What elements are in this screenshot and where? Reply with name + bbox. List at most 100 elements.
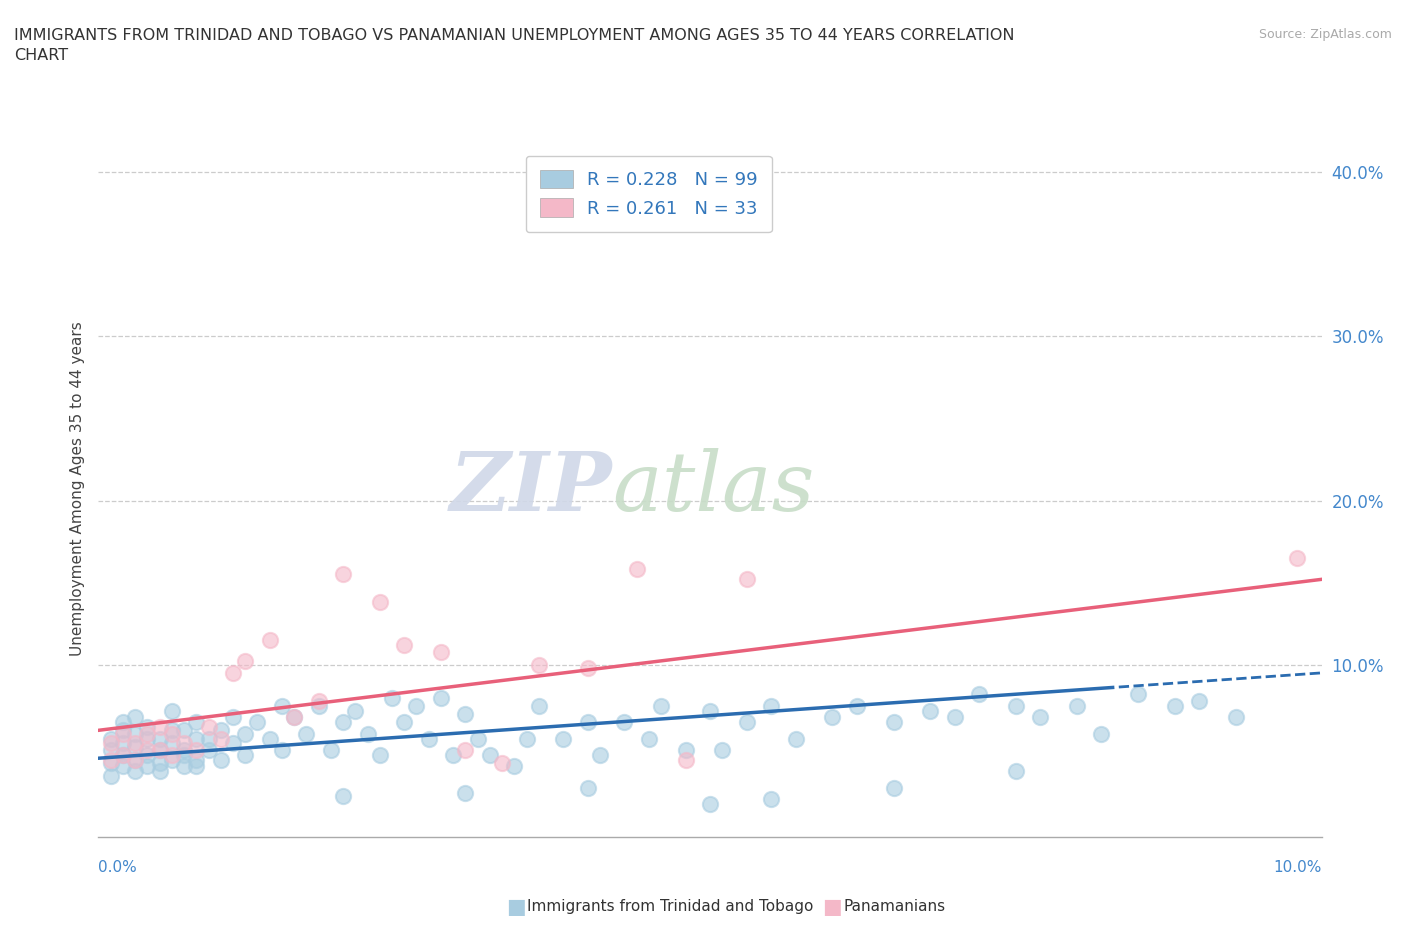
Point	[100, 731, 122, 746]
Point	[392, 714, 416, 729]
Point	[467, 731, 489, 746]
Point	[332, 714, 354, 729]
Point	[209, 731, 232, 746]
Text: Immigrants from Trinidad and Tobago: Immigrants from Trinidad and Tobago	[527, 899, 814, 914]
Point	[319, 742, 342, 757]
Point	[1188, 694, 1211, 709]
Point	[1090, 726, 1112, 741]
Point	[111, 736, 134, 751]
Point	[920, 703, 942, 718]
Point	[527, 658, 550, 672]
Point	[160, 752, 183, 767]
Point	[136, 726, 159, 741]
Y-axis label: Unemployment Among Ages 35 to 44 years: Unemployment Among Ages 35 to 44 years	[69, 321, 84, 656]
Point	[308, 698, 330, 713]
Point	[527, 698, 550, 713]
Point	[675, 742, 697, 757]
Point	[124, 764, 146, 778]
Point	[100, 752, 122, 767]
Point	[368, 595, 391, 610]
Point	[845, 698, 868, 713]
Legend: R = 0.228   N = 99, R = 0.261   N = 33: R = 0.228 N = 99, R = 0.261 N = 33	[526, 155, 772, 232]
Point	[1225, 710, 1247, 724]
Point	[785, 731, 807, 746]
Point	[186, 752, 208, 767]
Point	[186, 731, 208, 746]
Point	[308, 694, 330, 709]
Point	[283, 710, 305, 724]
Point	[650, 698, 672, 713]
Point	[136, 742, 159, 757]
Point	[1164, 698, 1187, 713]
Point	[173, 748, 195, 763]
Point	[173, 723, 195, 737]
Point	[160, 726, 183, 741]
Point	[197, 742, 219, 757]
Point	[883, 714, 905, 729]
Point	[675, 752, 697, 767]
Point	[124, 736, 146, 751]
Point	[356, 726, 378, 741]
Text: 10.0%: 10.0%	[1274, 859, 1322, 875]
Point	[759, 698, 782, 713]
Point	[332, 789, 354, 804]
Point	[136, 731, 159, 746]
Point	[197, 720, 219, 735]
Point	[186, 742, 208, 757]
Point	[149, 731, 172, 746]
Point	[454, 707, 477, 722]
Point	[478, 748, 501, 763]
Point	[186, 714, 208, 729]
Point	[124, 710, 146, 724]
Point	[491, 756, 513, 771]
Point	[392, 638, 416, 653]
Point	[405, 698, 427, 713]
Point	[735, 572, 758, 587]
Point	[259, 632, 281, 647]
Point	[246, 714, 269, 729]
Point	[111, 726, 134, 741]
Point	[759, 791, 782, 806]
Point	[368, 748, 391, 763]
Text: Source: ZipAtlas.com: Source: ZipAtlas.com	[1258, 28, 1392, 41]
Point	[418, 731, 440, 746]
Point	[136, 748, 159, 763]
Point	[430, 690, 453, 705]
Point	[516, 731, 538, 746]
Point	[160, 748, 183, 763]
Point	[149, 720, 172, 735]
Point	[124, 752, 146, 767]
Point	[454, 742, 477, 757]
Point	[124, 739, 146, 754]
Point	[233, 748, 256, 763]
Point	[699, 797, 721, 812]
Point	[637, 731, 661, 746]
Point	[160, 723, 183, 737]
Point	[233, 726, 256, 741]
Point	[883, 780, 905, 795]
Point	[124, 752, 146, 767]
Text: Panamanians: Panamanians	[844, 899, 946, 914]
Point	[197, 731, 219, 746]
Point	[186, 759, 208, 774]
Point	[136, 720, 159, 735]
Point	[173, 736, 195, 751]
Text: ■: ■	[506, 897, 526, 917]
Point	[160, 736, 183, 751]
Point	[283, 710, 305, 724]
Point	[149, 756, 172, 771]
Text: ■: ■	[823, 897, 842, 917]
Point	[1029, 710, 1052, 724]
Text: 0.0%: 0.0%	[98, 859, 138, 875]
Point	[111, 748, 134, 763]
Point	[209, 752, 232, 767]
Point	[100, 756, 122, 771]
Point	[222, 736, 245, 751]
Point	[233, 654, 256, 669]
Point	[735, 714, 758, 729]
Point	[111, 759, 134, 774]
Point	[430, 644, 453, 659]
Point	[149, 742, 172, 757]
Point	[149, 742, 172, 757]
Point	[173, 742, 195, 757]
